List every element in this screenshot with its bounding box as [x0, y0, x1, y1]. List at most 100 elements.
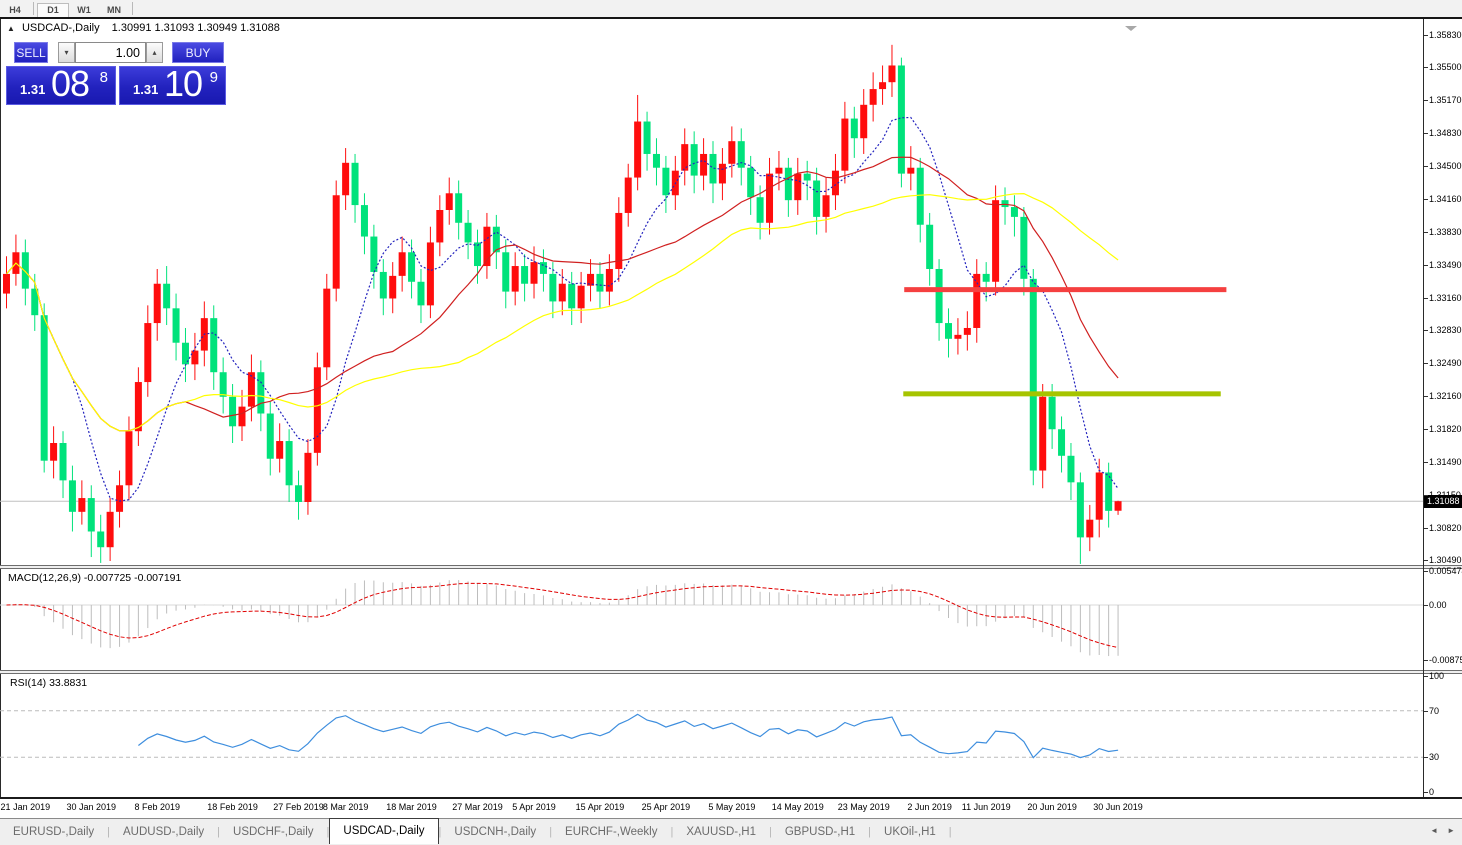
buy-price-main: 10 [164, 63, 203, 104]
macd-label: MACD(12,26,9) -0.007725 -0.007191 [8, 572, 182, 584]
buy-price-prefix: 1.31 [133, 82, 159, 97]
buy-price-pip: 9 [209, 69, 218, 86]
price-tick-label: 1.30820 [1424, 522, 1462, 533]
panel-splitter[interactable] [0, 670, 1462, 674]
price-tick-label: 1.35170 [1424, 94, 1462, 105]
tab-separator: | [769, 826, 772, 838]
buy-button[interactable]: BUY [172, 42, 224, 63]
sell-price-prefix: 1.31 [20, 82, 46, 97]
rsi-indicator-chart[interactable] [0, 674, 1423, 797]
chart-tab-ukoil-h1[interactable]: UKOil-,H1 [884, 826, 936, 838]
macd-panel [0, 569, 1424, 670]
rsi-tick-label: 70 [1423, 705, 1440, 716]
date-tick-label: 2 Jun 2019 [907, 802, 952, 812]
chevron-down-icon: ▾ [64, 48, 69, 57]
macd-tick-label: 0.005474 [1424, 566, 1462, 576]
collapse-triangle-icon[interactable]: ▲ [7, 24, 15, 33]
chart-tab-xauusd-h1[interactable]: XAUUSD-,H1 [686, 826, 756, 838]
chart-tab-usdchf-daily[interactable]: USDCHF-,Daily [233, 826, 314, 838]
candlestick-chart[interactable] [0, 19, 1423, 565]
chart-symbol-period: USDCAD-,Daily [21, 22, 100, 34]
macd-tick-label: -0.008752 [1424, 655, 1462, 665]
timeframe-button-d1[interactable]: D1 [37, 3, 69, 18]
sell-price-panel[interactable]: 1.31 08 8 [6, 63, 116, 105]
chart-title: ▲ USDCAD-,Daily 1.30991 1.31093 1.30949 … [7, 22, 280, 34]
date-tick-label: 5 May 2019 [708, 802, 756, 812]
date-tick-label: 5 Apr 2019 [512, 802, 556, 812]
rsi-panel [0, 674, 1424, 797]
tab-separator: | [438, 826, 442, 838]
date-tick-label: 14 May 2019 [771, 802, 824, 812]
date-tick-label: 15 Apr 2019 [575, 802, 625, 812]
chart-tab-audusd-daily[interactable]: AUDUSD-,Daily [123, 826, 205, 838]
macd-indicator-chart[interactable] [0, 569, 1423, 670]
sell-button[interactable]: SELL [14, 42, 48, 63]
sell-price-main: 08 [51, 63, 90, 104]
chart-tab-eurchf-weekly[interactable]: EURCHF-,Weekly [565, 826, 658, 838]
chart-tab-usdcnh-daily[interactable]: USDCNH-,Daily [454, 826, 537, 838]
chart-tab-bar: EURUSD-,Daily | AUDUSD-,Daily | USDCHF-,Dail… [0, 818, 1462, 845]
date-tick-label: 21 Jan 2019 [0, 802, 51, 812]
tab-scroll-right-icon[interactable]: ► [1447, 826, 1455, 835]
chart-tab-usdcad-daily[interactable]: USDCAD-,Daily [329, 818, 439, 844]
date-axis-border [0, 797, 1462, 799]
volume-decrease-button[interactable]: ▾ [58, 42, 75, 63]
one-click-trading-widget: SELL ▾ ▴ BUY 1.31 08 8 1.31 10 9 [6, 42, 226, 105]
date-tick-label: 18 Mar 2019 [386, 802, 437, 812]
date-tick-label: 27 Mar 2019 [452, 802, 503, 812]
rsi-tick-label: 0 [1423, 787, 1435, 797]
chart-tab-gbpusd-h1[interactable]: GBPUSD-,H1 [784, 826, 856, 838]
chart-ohlc-values: 1.30991 1.31093 1.30949 1.31088 [111, 22, 280, 34]
macd-tick-label: 0.00 [1424, 600, 1447, 610]
chevron-up-icon: ▴ [152, 48, 157, 57]
price-tick-label: 1.33490 [1424, 260, 1462, 271]
price-tick-label: 1.32490 [1424, 358, 1462, 369]
toolbar-separator [132, 2, 133, 16]
price-tick-label: 1.34500 [1424, 160, 1462, 171]
price-tick-label: 1.33830 [1424, 226, 1462, 237]
price-tick-label: 1.34160 [1424, 194, 1462, 205]
tab-separator: | [549, 826, 553, 838]
price-tick-label: 1.34830 [1424, 128, 1462, 139]
price-axis-border [1423, 19, 1424, 797]
rsi-tick-label: 30 [1423, 752, 1440, 763]
price-tick-label: 1.31820 [1424, 424, 1462, 435]
price-tick-label: 1.31490 [1424, 456, 1462, 467]
price-tick-label: 1.30490 [1424, 555, 1462, 565]
date-tick-label: 8 Mar 2019 [322, 802, 369, 812]
date-tick-label: 30 Jun 2019 [1093, 802, 1143, 812]
date-tick-label: 8 Feb 2019 [134, 802, 180, 812]
tab-separator: | [217, 826, 221, 838]
tab-separator: | [107, 826, 111, 838]
panel-splitter[interactable] [0, 565, 1462, 569]
date-tick-label: 30 Jan 2019 [66, 802, 117, 812]
timeframe-button-h4[interactable]: H4 [9, 5, 21, 15]
chart-tab-eurusd-daily[interactable]: EURUSD-,Daily [13, 826, 95, 838]
window-border [0, 17, 1462, 19]
tab-separator: | [948, 826, 952, 838]
buy-price-panel[interactable]: 1.31 10 9 [119, 63, 226, 105]
tab-scroll-left-icon[interactable]: ◄ [1430, 826, 1438, 835]
sell-price-pip: 8 [99, 69, 108, 86]
price-tick-label: 1.32830 [1424, 324, 1462, 335]
date-tick-label: 25 Apr 2019 [641, 802, 691, 812]
toolbar-separator [33, 2, 34, 16]
date-tick-label: 27 Feb 2019 [273, 802, 324, 812]
price-tick-label: 1.35830 [1424, 30, 1462, 40]
tab-separator: | [326, 826, 330, 838]
price-tick-label: 1.32160 [1424, 390, 1462, 401]
price-tick-label: 1.35500 [1424, 62, 1462, 73]
timeframe-toolbar: H4 D1 W1 MN [0, 0, 1462, 18]
tab-separator: | [868, 826, 872, 838]
volume-increase-button[interactable]: ▴ [146, 42, 163, 63]
price-tick-label: 1.33160 [1424, 292, 1462, 303]
date-tick-label: 23 May 2019 [837, 802, 890, 812]
volume-input[interactable] [75, 42, 146, 63]
timeframe-button-w1[interactable]: W1 [77, 5, 91, 15]
timeframe-button-mn[interactable]: MN [107, 5, 121, 15]
rsi-label: RSI(14) 33.8831 [10, 677, 88, 689]
price-tick-label: 1.31150 [1424, 490, 1461, 501]
date-tick-label: 11 Jun 2019 [961, 802, 1011, 812]
tab-separator: | [670, 826, 674, 838]
